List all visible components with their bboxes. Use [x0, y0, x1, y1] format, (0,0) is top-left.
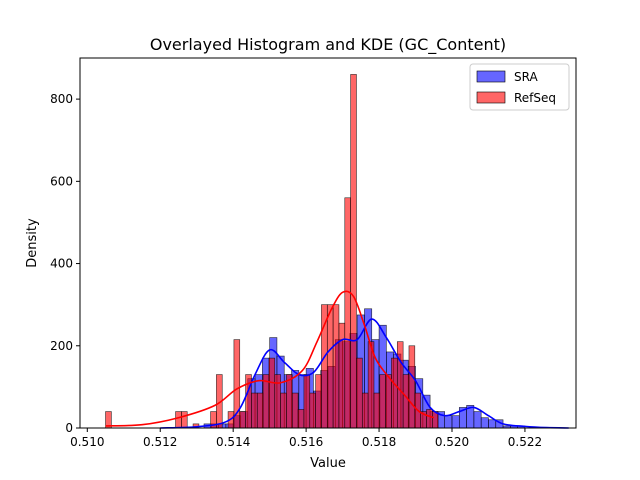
x-tick-label-3: 0.516: [289, 435, 323, 449]
y-axis-label: Density: [25, 218, 40, 268]
bar-refseq-18: [297, 409, 305, 429]
bar-refseq-35: [396, 341, 404, 429]
bar-sra-37: [473, 411, 482, 429]
y-axis: 0 200 400 600 800: [50, 92, 80, 435]
bar-refseq-20: [309, 392, 316, 429]
x-tick-label-4: 0.518: [362, 435, 396, 449]
bar-refseq-23: [326, 304, 334, 429]
bar-refseq-24: [332, 304, 340, 429]
x-tick-label-1: 0.512: [143, 435, 177, 449]
bar-refseq-29: [361, 392, 369, 429]
bar-sra-38: [480, 417, 489, 429]
bar-refseq-32: [379, 374, 386, 429]
legend-swatch-refseq: [476, 91, 506, 104]
bar-refseq-37: [408, 345, 416, 429]
legend: SRA RefSeq: [469, 63, 570, 111]
bar-refseq-8: [239, 411, 246, 429]
x-axis: 0.510 0.512 0.514 0.516 0.518 0.520 0.522: [70, 428, 542, 449]
x-tick-label-0: 0.510: [70, 435, 104, 449]
bar-refseq-15: [280, 392, 287, 429]
y-tick-label-1: 200: [50, 339, 73, 353]
bar-refseq-31: [373, 392, 381, 429]
bar-refseq-21: [315, 374, 322, 429]
chart-title: Overlayed Histogram and KDE (GC_Content): [150, 35, 506, 55]
bar-refseq-12: [262, 374, 270, 429]
y-tick-label-3: 600: [50, 174, 73, 188]
bar-refseq-36: [402, 374, 410, 429]
y-tick-label-2: 400: [50, 257, 73, 271]
bar-refseq-28: [356, 357, 363, 429]
x-tick-label-6: 0.522: [508, 435, 542, 449]
x-tick-label-2: 0.514: [216, 435, 250, 449]
bar-refseq-17: [291, 392, 299, 429]
bar-refseq-34: [391, 357, 398, 429]
kde-line-refseq: [105, 290, 435, 427]
bar-refseq-1: [175, 411, 182, 429]
kde-line-sra: [160, 318, 569, 429]
legend-label-sra: SRA: [514, 70, 538, 84]
x-axis-label: Value: [310, 456, 346, 471]
bar-sra-34: [451, 415, 460, 429]
bar-refseq-16: [286, 374, 293, 429]
bar-sra-39: [488, 419, 497, 429]
bar-refseq-19: [303, 374, 311, 429]
bar-refseq-26: [344, 197, 351, 429]
legend-label-refseq: RefSeq: [514, 91, 556, 105]
bar-refseq-27: [350, 74, 357, 429]
y-tick-label-4: 800: [50, 92, 73, 106]
x-tick-label-5: 0.520: [435, 435, 469, 449]
bar-sra-33: [444, 415, 453, 429]
bar-refseq-40: [426, 409, 433, 429]
y-tick-label-0: 0: [65, 421, 73, 435]
plot-frame: [79, 57, 577, 429]
bar-refseq-10: [251, 392, 258, 429]
bar-refseq-13: [268, 357, 276, 429]
legend-swatch-sra: [476, 70, 506, 83]
bar-refseq-33: [385, 374, 392, 429]
bar-refseq-11: [256, 392, 264, 429]
bar-refseq-2: [181, 411, 188, 429]
